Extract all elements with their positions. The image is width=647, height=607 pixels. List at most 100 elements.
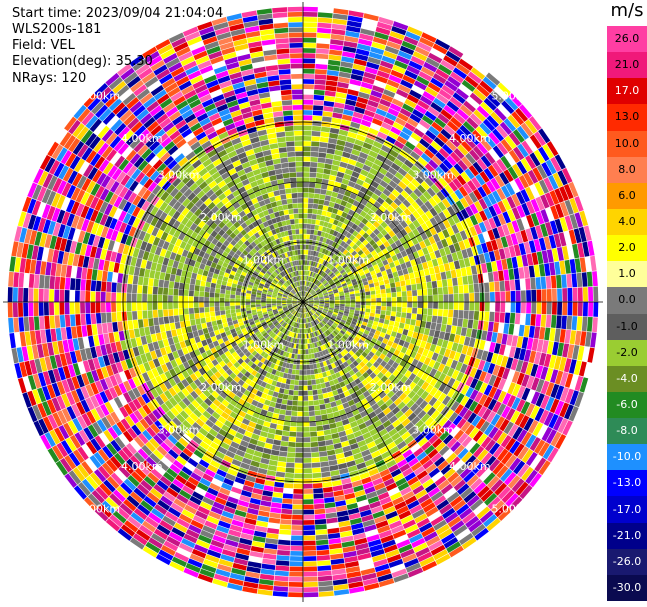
- radar-gate: [464, 293, 469, 302]
- radar-gate: [281, 303, 287, 306]
- radar-gate: [362, 332, 368, 339]
- radar-gate: [559, 201, 569, 217]
- radar-gate: [501, 451, 513, 465]
- radar-gate: [438, 211, 447, 222]
- radar-gate: [253, 359, 260, 366]
- radar-gate: [273, 439, 281, 446]
- radar-gate: [448, 350, 456, 360]
- radar-gate: [306, 265, 309, 271]
- radar-gate: [340, 156, 350, 164]
- radar-gate: [246, 345, 253, 351]
- radar-gate: [424, 229, 433, 238]
- radar-gate: [294, 305, 299, 310]
- radar-gate: [407, 26, 423, 37]
- radar-gate: [337, 134, 347, 142]
- radar-gate: [318, 152, 327, 158]
- radar-gate: [433, 495, 447, 507]
- radar-gate: [473, 445, 485, 458]
- radar-gate: [277, 307, 283, 311]
- radar-gate: [396, 296, 402, 302]
- radar-gate: [391, 432, 401, 442]
- radar-gate: [226, 403, 235, 411]
- radar-gate: [368, 197, 377, 205]
- radar-gate: [362, 225, 369, 232]
- radar-gate: [384, 263, 391, 270]
- radar-gate: [476, 158, 488, 171]
- radar-gate: [224, 350, 232, 358]
- radar-gate: [543, 177, 554, 192]
- radar-gate: [409, 113, 422, 124]
- radar-gate: [56, 381, 66, 395]
- radar-gate: [164, 400, 174, 410]
- radar-gate: [392, 64, 406, 75]
- radar-gate: [390, 491, 402, 501]
- radar-gate: [381, 302, 387, 307]
- radar-gate: [265, 318, 271, 323]
- radar-gate: [177, 334, 184, 343]
- radar-gate: [364, 159, 374, 168]
- radar-gate: [344, 275, 350, 281]
- radar-gate: [309, 332, 313, 338]
- radar-gate: [373, 228, 381, 236]
- radar-gate: [453, 293, 459, 302]
- radar-gate: [320, 278, 326, 283]
- radar-gate: [406, 239, 414, 248]
- radar-gate: [315, 63, 328, 70]
- radar-gate: [445, 452, 457, 464]
- radar-gate: [416, 123, 428, 134]
- radar-gate: [150, 487, 163, 500]
- radar-gate: [456, 108, 470, 121]
- radar-gate: [347, 507, 360, 515]
- radar-gate: [505, 234, 514, 247]
- radar-gate: [497, 225, 506, 238]
- radar-gate: [379, 383, 388, 391]
- radar-gate: [42, 401, 52, 416]
- radar-gate: [339, 295, 345, 299]
- radar-gate: [474, 527, 489, 541]
- radar-gate: [300, 307, 302, 313]
- radar-gate: [285, 311, 291, 316]
- radar-gate: [320, 184, 328, 190]
- radar-gate: [218, 464, 229, 473]
- radar-gate: [378, 65, 392, 74]
- radar-gate: [432, 399, 442, 410]
- radar-gate: [328, 319, 334, 324]
- radar-gate: [189, 553, 205, 564]
- radar-gate: [354, 336, 360, 342]
- radar-gate: [262, 332, 268, 337]
- radar-gate: [373, 333, 380, 340]
- radar-gate: [306, 306, 311, 311]
- radar-gate: [427, 302, 433, 309]
- radar-gate: [264, 341, 270, 347]
- radar-gate: [343, 173, 352, 181]
- radar-gate: [370, 46, 385, 55]
- radar-gate: [393, 573, 409, 583]
- radar-gate: [314, 303, 319, 305]
- radar-gate: [367, 209, 375, 217]
- radar-gate: [340, 357, 346, 364]
- radar-gate: [367, 56, 381, 65]
- radar-gate: [384, 363, 392, 371]
- radar-gate: [333, 102, 345, 109]
- radar-gate: [267, 464, 277, 472]
- radar-gate: [78, 429, 90, 444]
- radar-gate: [179, 513, 193, 524]
- radar-gate: [303, 42, 317, 48]
- radar-gate: [535, 210, 545, 225]
- radar-gate: [244, 430, 253, 438]
- radar-gate: [568, 181, 579, 198]
- radar-gate: [368, 246, 375, 253]
- radar-gate: [391, 302, 397, 307]
- radar-gate: [123, 499, 137, 512]
- radar-gate: [396, 306, 402, 313]
- radar-gate: [386, 302, 392, 307]
- radar-gate: [282, 306, 288, 309]
- radar-gate: [437, 479, 450, 491]
- radar-gate: [85, 475, 99, 490]
- radar-gate: [451, 379, 461, 390]
- radar-gate: [493, 388, 502, 401]
- radar-gate: [118, 330, 125, 341]
- radar-gate: [332, 13, 348, 20]
- radar-gate: [32, 404, 43, 421]
- radar-gate: [223, 407, 233, 416]
